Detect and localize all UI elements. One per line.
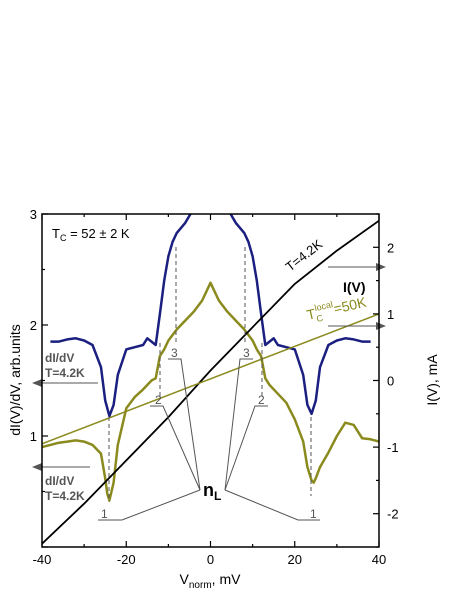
- peak-marker-line: [224, 358, 253, 491]
- left-tick-label: 2: [30, 318, 37, 333]
- tc-annotation: TC = 52 ± 2 K: [52, 226, 130, 243]
- x-tick-label: 0: [207, 552, 214, 567]
- right-tick-label: 2: [387, 240, 394, 255]
- iv-curve-label: I(V): [343, 279, 366, 295]
- peak-label-3: 3: [243, 346, 250, 360]
- tlocal-annotation: TClocal=50K: [305, 292, 369, 326]
- didv-temp-top: T=4.2K: [45, 366, 85, 380]
- right-axis-label: I(V), mA: [424, 354, 440, 406]
- peak-label-2: 2: [258, 393, 265, 407]
- peak-marker-line: [168, 358, 201, 491]
- didv-olive-series-line: [42, 281, 379, 502]
- right-tick-label: 1: [387, 307, 394, 322]
- left-axis-label: dI(V)/dV, arb.units: [7, 324, 23, 436]
- x-tick-label: -40: [33, 552, 52, 567]
- didv-temp-bottom: T=4.2K: [45, 489, 85, 503]
- peak-marker-line: [98, 489, 201, 521]
- arrow-head: [376, 263, 386, 271]
- left-tick-label: 1: [30, 429, 37, 444]
- x-tick-label: -20: [117, 552, 136, 567]
- svg-text:TClocal=50K: TClocal=50K: [305, 292, 369, 326]
- x-tick-label: 40: [372, 552, 386, 567]
- right-tick-label: 0: [387, 374, 394, 389]
- tlocal-line-series-line: [42, 313, 379, 445]
- didv-navy-series-line: [50, 214, 371, 418]
- peak-label-1: 1: [101, 507, 108, 521]
- x-axis-label: Vnorm, mV: [180, 571, 242, 591]
- arrow-head: [376, 322, 386, 330]
- right-tick-label: -2: [387, 507, 399, 522]
- nl-label: nL: [203, 480, 221, 503]
- svg-text:TC = 52 ± 2 K: TC = 52 ± 2 K: [52, 226, 130, 243]
- peak-label-1: 1: [310, 507, 317, 521]
- peak-label-3: 3: [171, 346, 178, 360]
- arrow-head: [32, 463, 42, 471]
- x-tick-label: 20: [288, 552, 302, 567]
- didv-label-bottom: dI/dV: [45, 474, 74, 488]
- didv-label-top: dI/dV: [45, 351, 74, 365]
- peak-marker-line: [224, 405, 268, 491]
- peak-marker-line: [150, 405, 201, 491]
- left-tick-label: 3: [30, 207, 37, 222]
- iv-curve-series-line: [42, 219, 379, 545]
- iv-temperature-label: T=4.2K: [283, 236, 326, 274]
- peak-label-2: 2: [155, 393, 162, 407]
- peak-marker-line: [224, 489, 320, 521]
- arrow-head: [32, 379, 42, 387]
- right-tick-label: -1: [387, 440, 399, 455]
